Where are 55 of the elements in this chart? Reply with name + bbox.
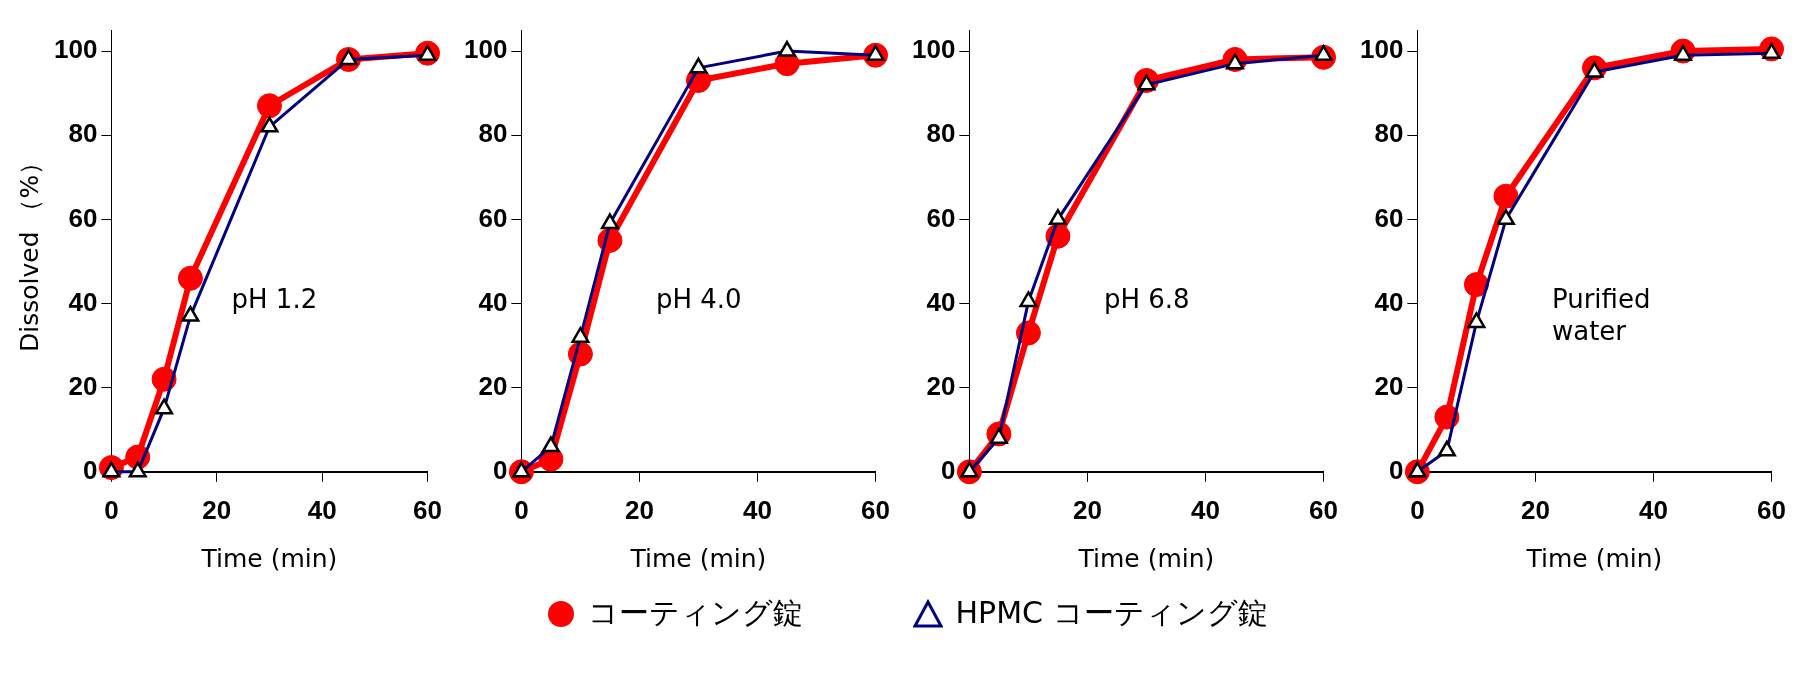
x-tick-label: 60 [1309, 494, 1338, 525]
y-tick-label: 80 [1374, 118, 1404, 149]
annotation: Purified water [1551, 284, 1651, 347]
y-tick-label: 60 [68, 202, 98, 233]
y-tick-label: 80 [68, 118, 98, 149]
y-tick-label: 0 [492, 454, 508, 485]
annotation: pH 6.8 [1103, 284, 1190, 315]
point [1463, 272, 1489, 298]
y-tick-label: 20 [68, 370, 98, 401]
y-tick-label: 40 [926, 286, 956, 317]
x-axis-title: Time (min) [1077, 543, 1215, 573]
x-tick-label: 60 [413, 494, 442, 525]
x-tick-label: 0 [104, 494, 119, 525]
x-tick-label: 60 [1757, 494, 1786, 525]
y-tick-label: 40 [1374, 286, 1404, 317]
x-axis-title: Time (min) [629, 543, 767, 573]
y-tick-label: 100 [53, 34, 98, 65]
point [177, 265, 203, 291]
x-tick-label: 0 [962, 494, 977, 525]
y-tick-label: 80 [926, 118, 956, 149]
x-axis-title: Time (min) [200, 543, 338, 573]
x-tick-label: 20 [624, 494, 654, 525]
y-axis-title: Dissolved （%） [14, 149, 44, 353]
y-tick-label: 20 [926, 370, 956, 401]
y-tick-label: 0 [82, 454, 98, 485]
y-tick-label: 60 [1374, 202, 1404, 233]
x-tick-label: 20 [202, 494, 232, 525]
legend-label: コーティング錠 [588, 594, 804, 632]
y-tick-label: 60 [926, 202, 956, 233]
y-tick-label: 20 [1374, 370, 1404, 401]
x-tick-label: 20 [1072, 494, 1102, 525]
x-tick-label: 40 [1191, 494, 1220, 525]
legend-label: HPMC コーティング錠 [955, 594, 1268, 632]
x-tick-label: 0 [514, 494, 529, 525]
point [256, 93, 282, 119]
y-tick-label: 100 [1359, 34, 1404, 65]
y-tick-label: 40 [478, 286, 508, 317]
point [1493, 183, 1519, 209]
x-tick-label: 40 [1639, 494, 1668, 525]
y-tick-label: 80 [478, 118, 508, 149]
y-tick-label: 0 [1388, 454, 1404, 485]
annotation: pH 1.2 [231, 284, 318, 315]
x-tick-label: 60 [861, 494, 890, 525]
x-tick-label: 40 [307, 494, 337, 525]
x-tick-label: 0 [1410, 494, 1425, 525]
annotation: pH 4.0 [655, 284, 742, 315]
x-tick-label: 40 [743, 494, 772, 525]
x-tick-label: 20 [1520, 494, 1550, 525]
y-tick-label: 40 [68, 286, 98, 317]
y-tick-label: 20 [478, 370, 508, 401]
y-tick-label: 60 [478, 202, 508, 233]
y-tick-label: 100 [463, 34, 508, 65]
y-tick-label: 100 [911, 34, 956, 65]
y-tick-label: 0 [940, 454, 956, 485]
x-axis-title: Time (min) [1525, 543, 1663, 573]
